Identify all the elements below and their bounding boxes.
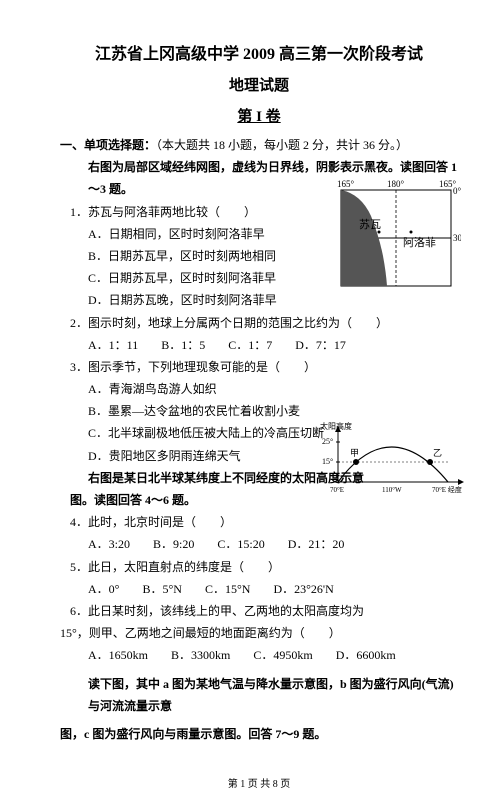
q6-opt-c: C．4950km bbox=[253, 644, 312, 666]
q2-opt-d: D．7：17 bbox=[295, 334, 346, 356]
lat-label-0: 0° bbox=[453, 186, 461, 196]
fig2-y15: 15° bbox=[322, 457, 333, 466]
q6-line1: 6．此日某时刻，该纬线上的甲、乙两地的太阳高度均为 bbox=[70, 600, 458, 622]
q5-opt-d: D．23°26'N bbox=[273, 578, 333, 600]
sun-altitude-figure: 太阳高度 25° 15° 甲 乙 70°E 110°W 70°E 经度 bbox=[320, 420, 468, 498]
fig2-xright: 70°E 经度 bbox=[432, 485, 462, 494]
q5-opt-b: B．5°N bbox=[142, 578, 181, 600]
section-title: 第 I 卷 bbox=[60, 105, 458, 126]
q2-opt-c: C．1：7 bbox=[228, 334, 272, 356]
q2-stem: 2．图示时刻，地球上分属两个日期的范围之比约为（ ） bbox=[70, 312, 458, 334]
q2-options: A．1：11 B．1：5 C．1：7 D．7：17 bbox=[88, 334, 458, 356]
q4-opt-b: B．9:20 bbox=[153, 533, 194, 555]
intro3-line2: 图，c 图为盛行风向与雨量示意图。回答 7～9 题。 bbox=[60, 723, 458, 745]
map-figure: 165° 180° 165° 0° 30° 苏瓦 阿洛菲 bbox=[331, 176, 461, 294]
q6-options: A．1650km B．3300km C．4950km D．6600km bbox=[88, 644, 458, 666]
q2-opt-a: A．1：11 bbox=[88, 334, 138, 356]
main-title: 江苏省上冈高级中学 2009 高三第一次阶段考试 bbox=[60, 40, 458, 64]
fig2-ylabel: 太阳高度 bbox=[320, 421, 352, 431]
q3-opt-a: A．青海湖鸟岛游人如织 bbox=[88, 378, 458, 400]
fig2-xmid: 110°W bbox=[382, 486, 402, 494]
q6-line2: 15°，则甲、乙两地之间最短的地面距离约为（ ） bbox=[60, 622, 458, 644]
section-heading-label: 一、单项选择题： bbox=[60, 138, 156, 152]
q4-options: A．3:20 B．9:20 C．15:20 D．21：20 bbox=[88, 533, 458, 555]
q6-opt-a: A．1650km bbox=[88, 644, 148, 666]
fig2-xleft: 70°E bbox=[330, 486, 344, 494]
q5-stem: 5．此日，太阳直射点的纬度是（ ） bbox=[70, 556, 458, 578]
q5-opt-a: A．0° bbox=[88, 578, 119, 600]
q4-opt-a: A．3:20 bbox=[88, 533, 130, 555]
q5-options: A．0° B．5°N C．15°N D．23°26'N bbox=[88, 578, 458, 600]
q3-stem: 3．图示季节，下列地理现象可能的是（ ） bbox=[70, 356, 458, 378]
intro3-line1: 读下图，其中 a 图为某地气温与降水量示意图，b 图为盛行风向(气流)与河流流量… bbox=[88, 673, 458, 717]
fig2-y25: 25° bbox=[322, 437, 333, 446]
suwa-label: 苏瓦 bbox=[359, 218, 381, 231]
lat-label-30: 30° bbox=[453, 233, 461, 243]
lon-label-1: 165° bbox=[337, 179, 355, 189]
q6-opt-d: D．6600km bbox=[336, 644, 396, 666]
alofi-label: 阿洛菲 bbox=[403, 235, 436, 249]
q4-stem: 4．此时，北京时间是（ ） bbox=[70, 511, 458, 533]
q4-opt-d: D．21：20 bbox=[288, 533, 345, 555]
section-heading-detail: （本大题共 18 小题，每小题 2 分，共计 36 分。） bbox=[156, 138, 408, 152]
fig2-jia: 甲 bbox=[350, 448, 359, 458]
lon-label-2: 180° bbox=[387, 179, 405, 189]
section-heading: 一、单项选择题：（本大题共 18 小题，每小题 2 分，共计 36 分。） bbox=[60, 134, 458, 156]
q5-opt-c: C．15°N bbox=[205, 578, 250, 600]
page-footer: 第 1 页 共 8 页 bbox=[60, 775, 458, 790]
fig2-yi: 乙 bbox=[433, 448, 442, 458]
q2-opt-b: B．1：5 bbox=[161, 334, 205, 356]
q4-opt-c: C．15:20 bbox=[217, 533, 264, 555]
sub-title: 地理试题 bbox=[60, 74, 458, 95]
q6-opt-b: B．3300km bbox=[171, 644, 230, 666]
